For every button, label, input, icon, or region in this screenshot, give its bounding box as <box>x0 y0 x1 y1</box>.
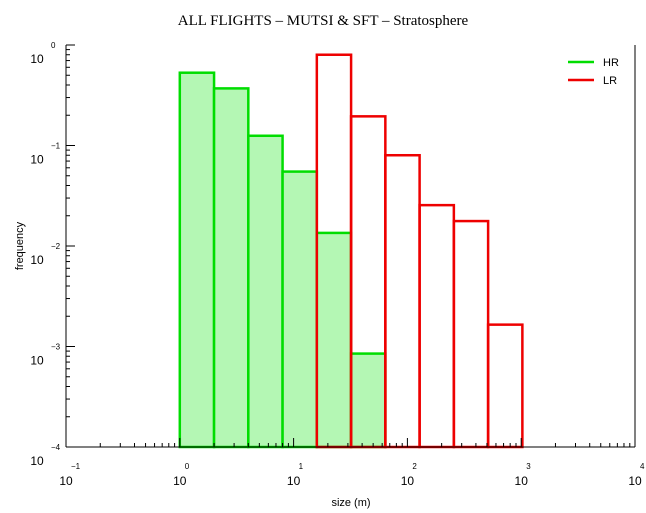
x-tick-exponent: −1 <box>71 462 81 471</box>
x-tick-exponent: 2 <box>412 462 417 471</box>
bar-hr-5 <box>349 352 387 449</box>
y-tick-exponent: −3 <box>51 343 61 352</box>
bar-hr-0 <box>178 71 216 449</box>
y-tick-label: 10 <box>30 253 44 267</box>
x-axis-label: size (m) <box>331 497 370 509</box>
bar-lr-4 <box>452 219 490 449</box>
x-tick-label: 10 <box>515 474 529 488</box>
bar-lr-5 <box>486 323 524 449</box>
y-tick-label: 10 <box>30 454 44 468</box>
legend: HR LR <box>568 57 619 87</box>
y-tick-exponent: −1 <box>51 142 61 151</box>
bar-hr-1 <box>212 87 250 449</box>
bars-layer <box>178 53 524 449</box>
legend-label-hr: HR <box>603 57 619 69</box>
x-tick-label: 10 <box>173 474 187 488</box>
ticks-layer: 10 −1 10 0 10 1 10 2 10 3 10 4 10 −4 10 −3 10 −2 10 −1 10 0 <box>30 41 645 488</box>
y-tick-label: 10 <box>30 52 44 66</box>
x-tick-exponent: 4 <box>640 462 645 471</box>
y-tick-label: 10 <box>30 153 44 167</box>
y-tick-label: 10 <box>30 354 44 368</box>
x-tick-label: 10 <box>628 474 642 488</box>
bar-hr-2 <box>247 134 284 449</box>
x-tick-label: 10 <box>401 474 415 488</box>
y-axis-label: frequency <box>14 221 26 270</box>
x-tick-exponent: 0 <box>185 462 190 471</box>
bar-hr-4 <box>315 231 353 449</box>
y-tick-exponent: −2 <box>51 242 61 251</box>
chart-title: ALL FLIGHTS – MUTSI & SFT – Stratosphere <box>178 13 469 29</box>
bar-lr-2 <box>384 153 421 449</box>
y-tick-exponent: 0 <box>51 41 56 50</box>
bar-lr-3 <box>418 203 456 449</box>
x-tick-label: 10 <box>59 474 73 488</box>
y-tick-exponent: −4 <box>51 443 61 452</box>
bar-hr-3 <box>281 170 319 449</box>
x-tick-label: 10 <box>287 474 301 488</box>
legend-label-lr: LR <box>603 75 617 87</box>
x-tick-exponent: 1 <box>299 462 304 471</box>
x-tick-exponent: 3 <box>526 462 531 471</box>
